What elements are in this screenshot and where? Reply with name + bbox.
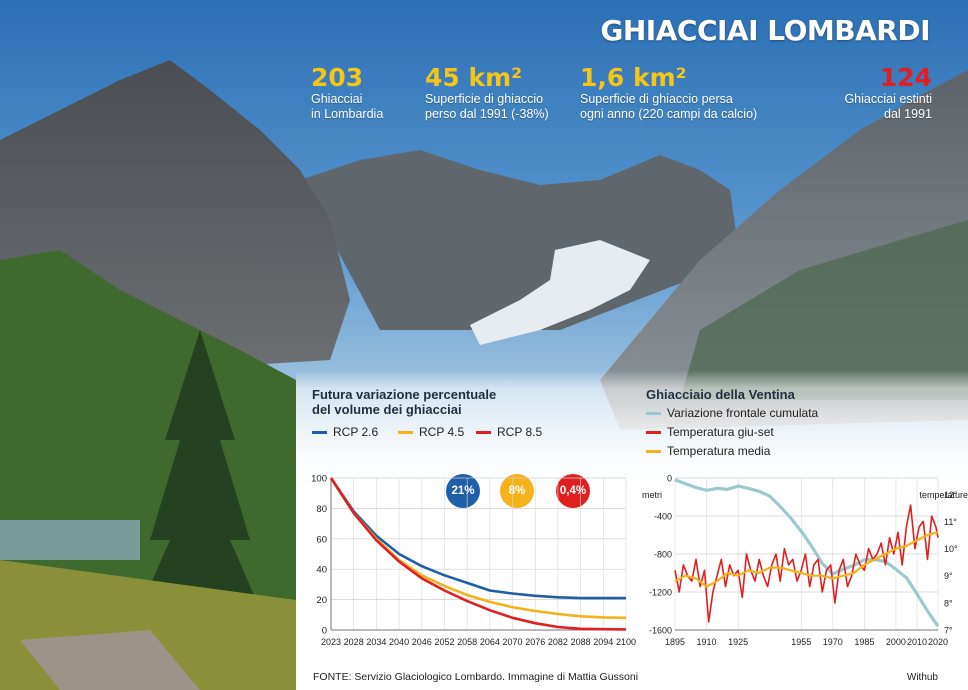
x-tick-label: 2094	[593, 637, 613, 647]
x-tick-label: 2100	[616, 637, 636, 647]
x-tick-label: 2076	[525, 637, 545, 647]
chart2-legend-summer-temp: Temperatura giu-set	[646, 425, 774, 439]
y-tick-label: 100	[311, 474, 327, 485]
rcp26-end-value-bubble: 21%	[446, 474, 480, 508]
y-tick-label: 80	[316, 504, 327, 515]
legend-label: Temperatura giu-set	[667, 425, 774, 439]
source-note: FONTE: Servizio Glaciologico Lombardo. I…	[313, 671, 639, 683]
chart2-title: Ghiacciaio della Ventina	[646, 387, 795, 402]
x-tick-label: 2082	[548, 637, 568, 647]
x-tick-label: 1955	[791, 637, 811, 647]
x-tick-label: 2028	[344, 637, 364, 647]
series-line-temperatura-media	[674, 531, 939, 588]
stat-extinct-glaciers: 124 Ghiacciai estinti dal 1991	[844, 64, 932, 122]
x-tick-label: 1925	[728, 637, 748, 647]
right-tick-label: 12°	[944, 490, 958, 500]
y-tick-label: 20	[316, 595, 327, 606]
charts-panel	[296, 370, 968, 690]
legend-swatch	[398, 430, 413, 434]
x-tick-label: 2020	[928, 637, 948, 647]
rcp45-end-value-bubble: 8%	[500, 474, 534, 508]
right-axis-label: temperature	[919, 490, 968, 500]
forest-right	[680, 220, 968, 400]
legend-swatch	[476, 430, 491, 434]
stat-glaciers-count: 203 Ghiacciai in Lombardia	[311, 64, 383, 122]
x-tick-label: 2058	[457, 637, 477, 647]
tree	[135, 330, 265, 620]
x-tick-label: 1895	[665, 637, 685, 647]
right-tick-label: 11°	[944, 517, 957, 527]
legend-label: Temperatura media	[667, 444, 771, 458]
right-tick-label: 7°	[944, 626, 953, 636]
series-line-temperatura-giu-set	[674, 504, 939, 623]
x-tick-label: 1970	[823, 637, 843, 647]
x-tick-label: 2046	[412, 637, 432, 647]
right-tick-label: 10°	[944, 544, 958, 554]
stat-label: Ghiacciai estinti dal 1991	[844, 92, 932, 121]
right-tick-label: 9°	[944, 571, 953, 581]
stat-label: Superficie di ghiaccio persa ogni anno (…	[580, 92, 758, 121]
rcp85-end-value-bubble: 0,4%	[556, 474, 590, 508]
infographic-title: GHIACCIAI LOMBARDI	[600, 14, 930, 47]
series-line-rcp-8-5	[329, 477, 627, 631]
y-tick-label: 40	[316, 565, 327, 576]
x-tick-label: 2088	[571, 637, 591, 647]
x-tick-label: 2064	[480, 637, 500, 647]
left-tick-label: -800	[654, 550, 672, 560]
path	[20, 630, 200, 690]
x-tick-label: 1910	[697, 637, 717, 647]
legend-label: RCP 2.6	[333, 425, 379, 439]
stat-value: 1,6 km²	[580, 63, 687, 92]
y-tick-label: 0	[322, 626, 327, 637]
stat-label: Ghiacciai in Lombardia	[311, 92, 384, 121]
ventina-glacier-chart: 0 -400 -800 -1200 -1600 12° 11° 10° 9° 8° 7° 1895 19…	[642, 474, 968, 648]
lake	[0, 520, 140, 560]
stat-label: Superficie di ghiaccio perso dal 1991 (-…	[425, 92, 549, 121]
series-line-rcp-2-6	[329, 477, 626, 600]
legend-swatch	[646, 411, 661, 415]
chart1-legend-rcp45: RCP 4.5	[398, 425, 464, 439]
x-tick-label: 2000	[886, 637, 906, 647]
stat-value: 124	[879, 63, 932, 92]
chart1-title: Futura variazione percentuale del volume…	[312, 387, 497, 417]
stat-value: 45 km²	[425, 63, 523, 92]
x-tick-label: 2034	[366, 637, 386, 647]
x-tick-label: 2070	[503, 637, 523, 647]
credit: Withub	[906, 672, 938, 683]
legend-label: Variazione frontale cumulata	[667, 406, 819, 420]
stat-ice-lost-yearly: 1,6 km² Superficie di ghiaccio persa ogn…	[580, 64, 757, 122]
chart1-legend-rcp85: RCP 8.5	[476, 425, 542, 439]
x-tick-label: 2052	[434, 637, 454, 647]
legend-swatch	[646, 430, 661, 434]
legend-swatch	[646, 449, 661, 453]
stat-ice-lost: 45 km² Superficie di ghiaccio perso dal …	[425, 64, 549, 122]
left-tick-label: -1200	[649, 588, 672, 598]
chart1-legend-rcp26: RCP 2.6	[312, 425, 378, 439]
x-tick-label: 2023	[321, 637, 341, 647]
legend-swatch	[312, 430, 327, 434]
left-tick-label: -400	[654, 512, 672, 522]
stat-value: 203	[311, 63, 364, 92]
chart2-legend-front: Variazione frontale cumulata	[646, 406, 818, 420]
legend-label: RCP 8.5	[497, 425, 543, 439]
right-tick-label: 8°	[944, 598, 953, 608]
series-line-variazione-frontale-cumulata	[674, 478, 940, 628]
glacier-snow	[470, 240, 650, 345]
x-tick-label: 1985	[854, 637, 874, 647]
left-tick-label: -1600	[649, 626, 672, 636]
legend-label: RCP 4.5	[419, 425, 465, 439]
left-axis-label: metri	[642, 490, 662, 500]
x-tick-label: 2040	[389, 637, 409, 647]
chart2-legend-mean-temp: Temperatura media	[646, 444, 770, 458]
y-tick-label: 60	[316, 534, 327, 545]
left-tick-label: 0	[667, 474, 672, 484]
x-tick-label: 2010	[907, 637, 927, 647]
